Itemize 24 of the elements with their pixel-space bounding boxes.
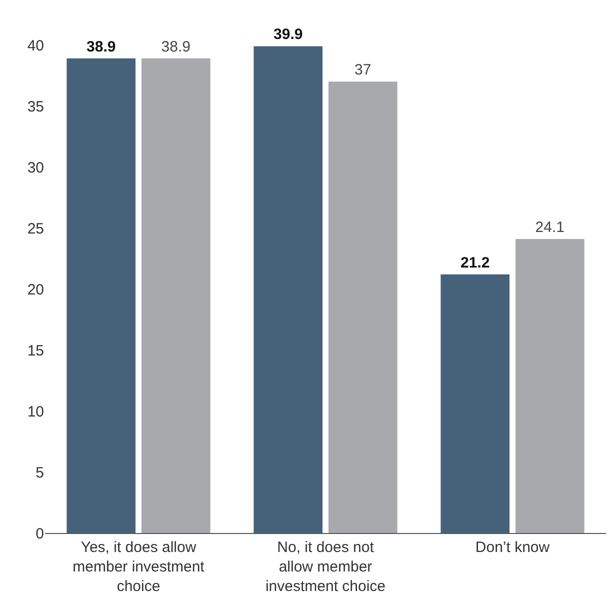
bar (141, 58, 210, 533)
bar (66, 58, 136, 533)
data-label: 24.1 (535, 218, 564, 236)
x-tick-label: Don’t know (475, 539, 550, 556)
data-label: 38.9 (161, 38, 190, 56)
bar (254, 46, 323, 533)
y-tick-label: 20 (27, 281, 44, 298)
y-tick-label: 15 (27, 342, 44, 360)
data-label: 39.9 (274, 26, 303, 44)
data-label: 37 (354, 62, 372, 79)
data-label: 21.2 (460, 254, 490, 272)
bar (328, 82, 398, 533)
y-tick-label: 5 (36, 464, 44, 482)
x-tick-label: No, it does not allow member investment choice (265, 539, 386, 595)
data-label: 38.9 (86, 38, 116, 56)
bar (515, 238, 584, 533)
y-tick-label: 0 (36, 525, 44, 542)
y-tick-label: 40 (27, 37, 44, 54)
y-tick-label: 25 (27, 220, 44, 238)
bar (440, 274, 510, 533)
x-tick-label: Yes, it does allow member investment choice (72, 539, 206, 595)
y-tick-label: 35 (27, 98, 44, 116)
y-tick-label: 10 (27, 403, 44, 420)
y-tick-label: 30 (27, 159, 44, 176)
